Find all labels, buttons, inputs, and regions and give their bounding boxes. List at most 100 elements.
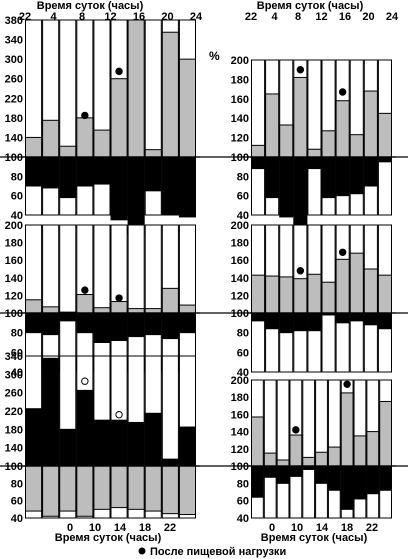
left-panel0-y-tick-380: 380 <box>5 15 23 27</box>
right-panel0-lower-bar-5 <box>321 156 336 199</box>
right-panel2-upper-bar-8 <box>353 435 367 467</box>
left-panel1-upper-bar-9 <box>178 304 196 314</box>
left-panel0-meal-marker-0 <box>81 111 89 120</box>
right-panel2-upper-bar-4 <box>302 456 316 467</box>
left-panel2-lower-bar-5 <box>110 465 128 509</box>
left-panel0-upper-bar-2 <box>59 145 77 158</box>
right-panel2-lower-bar-6 <box>327 465 341 491</box>
bars-layer: 3803403002602201801401008060402001801601… <box>0 11 408 534</box>
left-panel2-lower-bar-4 <box>93 465 111 510</box>
right-panel0-upper-bar-2 <box>279 124 294 158</box>
left-panel1-y-tick-120: 120 <box>5 290 23 302</box>
left-panel2-lower-bar-3 <box>76 465 94 517</box>
legend-label: После пищевой нагрузки <box>150 546 286 558</box>
right-bottom-tick-0: 0 <box>269 522 275 534</box>
left-panel2-upper-bar-3 <box>76 389 94 467</box>
left-panel1-meal-marker-0 <box>81 286 89 294</box>
left-panel0-y-tick-low-40: 40 <box>11 210 23 222</box>
left-panel1-y-tick-100: 100 <box>5 308 23 320</box>
right-panel1-upper-bar-2 <box>279 276 294 314</box>
right-panel2-upper-bar-5 <box>315 451 328 467</box>
left-panel2-upper-bar-0 <box>25 408 43 467</box>
left-panel1-upper-bar-3 <box>76 294 94 314</box>
left-panel2-lower-bar-8 <box>161 465 179 515</box>
right-panel1-lower-bar-4 <box>307 312 322 332</box>
right-panel2-y-tick-160: 160 <box>231 409 249 421</box>
left-panel2-upper-bar-5 <box>110 419 128 467</box>
right-panel0-lower-bar-1 <box>265 156 280 199</box>
right-panel0-lower-bar-2 <box>279 156 294 218</box>
left-panel1-meal-marker-1 <box>115 294 123 302</box>
right-panel2-lower-bar-10 <box>379 465 393 491</box>
right-panel2-lower-bar-3 <box>289 465 303 477</box>
right-panel0-y-tick-low-60: 60 <box>237 191 249 203</box>
left-panel2-y-tick-140: 140 <box>5 443 23 455</box>
left-panel1-lower-bar-8 <box>161 312 179 340</box>
left-panel0-upper-bar-7 <box>144 149 162 158</box>
right-panel1-lower-bar-7 <box>349 312 364 322</box>
left-panel1-y-tick-200: 200 <box>5 220 23 232</box>
left-panel0-y-tick-low-80: 80 <box>11 171 23 183</box>
right-panel0-y-tick-120: 120 <box>231 133 249 145</box>
left-panel1-y-tick-160: 160 <box>5 255 23 267</box>
bottom-axis-title-right: Время суток (часы) <box>261 532 368 544</box>
right-panel0-lower-bar-8 <box>363 156 378 187</box>
right-bottom-tick-22: 22 <box>366 522 378 534</box>
left-panel0-lower-bar-6 <box>127 156 145 235</box>
right-panel0-y-tick-low-80: 80 <box>237 171 249 183</box>
left-panel2-upper-bar-9 <box>178 426 196 467</box>
left-panel1-y-tick-low-40: 40 <box>11 367 23 379</box>
left-bottom-tick-0: 0 <box>67 522 73 534</box>
right-panel0-upper-bar-7 <box>349 134 364 158</box>
right-panel2-column-2 <box>276 379 290 519</box>
right-panel2-y-tick-100: 100 <box>231 461 249 473</box>
right-panel0-lower-bar-4 <box>307 156 322 170</box>
left-panel0-y-tick-180: 180 <box>5 113 23 125</box>
right-panel0-upper-bar-5 <box>321 130 336 158</box>
right-panel2-upper-bar-9 <box>366 431 380 467</box>
left-top-tick-8: 8 <box>79 11 85 23</box>
left-panel1-upper-bar-4 <box>93 307 111 314</box>
right-panel2-y-tick-low-80: 80 <box>237 478 249 490</box>
left-panel1-column-4 <box>93 224 111 373</box>
left-panel1-upper-bar-7 <box>144 308 162 314</box>
left-panel1-upper-bar-0 <box>25 299 43 314</box>
right-panel1-upper-bar-9 <box>377 274 392 314</box>
left-panel0-y-tick-100: 100 <box>5 152 23 164</box>
right-panel2-upper-bar-2 <box>276 459 290 467</box>
left-panel2-lower-bar-9 <box>178 465 196 516</box>
left-panel0-upper-bar-8 <box>161 31 179 158</box>
left-top-tick-24: 24 <box>190 11 203 23</box>
right-panel1-upper-bar-4 <box>307 273 322 314</box>
right-panel2-upper-bar-6 <box>327 446 341 467</box>
left-panel2-y-tick-300: 300 <box>5 369 23 381</box>
right-panel2-upper-bar-7 <box>340 392 354 467</box>
left-panel1-lower-bar-2 <box>59 312 77 322</box>
right-panel1-lower-bar-3 <box>293 312 308 332</box>
right-panel1-meal-marker-1 <box>338 248 347 256</box>
right-panel0-y-tick-200: 200 <box>231 55 249 67</box>
left-panel2-y-tick-220: 220 <box>5 406 23 418</box>
left-panel1-y-tick-180: 180 <box>5 238 23 250</box>
right-panel0-y-tick-low-40: 40 <box>237 210 249 222</box>
left-panel1-lower-bar-7 <box>144 312 162 336</box>
right-panel0-upper-bar-4 <box>307 148 322 158</box>
right-panel2-lower-bar-8 <box>353 465 367 500</box>
bottom-axis-title-left: Время суток (часы) <box>55 532 162 544</box>
right-bottom-tick-10: 10 <box>291 522 303 534</box>
left-bottom-tick-10: 10 <box>89 522 101 534</box>
right-top-tick-8: 8 <box>295 11 301 23</box>
left-bottom-tick-18: 18 <box>139 522 151 534</box>
right-panel1-lower-bar-2 <box>279 312 294 334</box>
right-panel0-lower-bar-6 <box>335 156 350 197</box>
right-panel0-upper-bar-3 <box>293 76 308 158</box>
left-panel2-upper-bar-4 <box>93 419 111 467</box>
right-panel0-y-tick-180: 180 <box>231 74 249 86</box>
left-panel1-column-6 <box>127 224 145 373</box>
left-panel0-upper-bar-3 <box>76 117 94 158</box>
right-panel1-y-tick-180: 180 <box>231 238 249 250</box>
right-panel1-upper-bar-0 <box>251 274 266 314</box>
left-panel2-upper-bar-8 <box>161 458 179 467</box>
left-panel0-upper-bar-4 <box>93 129 111 158</box>
